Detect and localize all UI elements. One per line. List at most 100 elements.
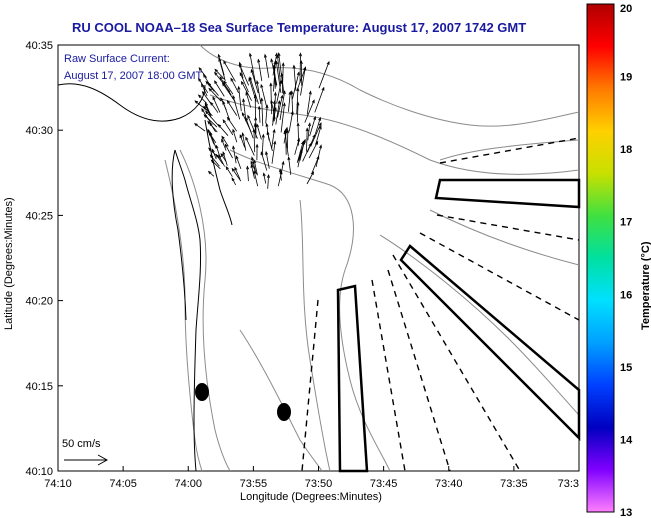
current-vector-head <box>194 100 199 104</box>
x-axis-label: Longitude (Degrees:Minutes) <box>240 491 382 503</box>
current-vector-head <box>260 83 264 88</box>
current-vector <box>209 122 216 133</box>
current-vector <box>232 146 237 164</box>
current-vector-head <box>231 167 235 172</box>
current-vector <box>256 124 262 140</box>
colorbar-tick-label: 14 <box>620 434 633 446</box>
current-vector-head <box>210 101 214 106</box>
current-vector <box>280 103 285 133</box>
current-vector <box>222 119 234 136</box>
current-vector <box>238 86 242 112</box>
current-vector <box>260 84 268 108</box>
current-vector <box>214 72 231 93</box>
current-vector <box>245 137 255 156</box>
current-vector-head <box>223 60 227 65</box>
colorbar-tick-label: 18 <box>620 144 632 156</box>
y-tick-label: 40:35 <box>25 40 53 52</box>
current-vector-head <box>253 122 257 127</box>
dashed-transects <box>301 137 580 472</box>
current-vector <box>223 80 234 95</box>
current-vector <box>235 156 242 170</box>
current-vector <box>208 171 215 177</box>
current-vector-head <box>212 96 216 101</box>
current-vector <box>239 72 249 93</box>
current-vector-head <box>262 172 266 177</box>
current-vector-head <box>281 160 285 165</box>
current-vector-head <box>296 122 300 127</box>
current-vector-head <box>211 148 215 153</box>
current-vector-head <box>210 159 215 164</box>
current-vector-head <box>290 90 294 95</box>
current-vector-head <box>280 94 284 99</box>
current-vector <box>257 59 263 82</box>
current-vector <box>194 123 206 132</box>
current-vector <box>250 161 258 175</box>
current-vector <box>272 107 277 126</box>
current-vector <box>241 112 252 133</box>
current-vector-head <box>207 128 211 133</box>
current-vector <box>214 80 225 97</box>
current-vector <box>214 69 225 80</box>
current-vector-head <box>277 52 281 57</box>
current-vector-head <box>214 71 218 76</box>
current-vector <box>211 159 221 170</box>
current-vector-head <box>247 114 251 119</box>
current-vector <box>297 149 302 168</box>
current-vector-head <box>273 91 277 96</box>
current-vector-head <box>272 64 276 69</box>
current-vector-head <box>217 123 222 128</box>
current-vector-head <box>239 134 243 139</box>
current-vector-head <box>292 64 296 69</box>
current-vector <box>253 160 258 176</box>
current-vector <box>218 58 226 81</box>
current-vector <box>267 174 269 189</box>
current-vector-head <box>279 79 283 84</box>
current-vector <box>258 106 261 123</box>
current-vector-head <box>318 116 322 121</box>
current-vector <box>270 100 276 120</box>
current-vector <box>201 83 208 97</box>
current-vector-head <box>207 170 212 175</box>
current-vector <box>247 166 249 182</box>
current-vector <box>264 54 270 78</box>
current-vector-head <box>204 110 209 115</box>
current-vector <box>251 164 255 179</box>
current-vector-head <box>252 128 256 133</box>
current-vector-head <box>205 101 208 106</box>
scale-vector-label: 50 cm/s <box>62 438 101 450</box>
current-vector-head <box>265 122 269 127</box>
current-vector-head <box>303 66 306 71</box>
x-tick-label: 73:35 <box>500 478 528 490</box>
current-vector <box>265 105 268 124</box>
current-vector <box>245 92 252 108</box>
current-vector <box>314 117 321 135</box>
current-vector <box>234 167 241 180</box>
current-vector-head <box>269 82 273 87</box>
current-vector <box>265 151 270 169</box>
current-vector <box>222 151 228 166</box>
current-vector <box>277 55 281 84</box>
station-marker-east <box>277 403 291 421</box>
current-vector-head <box>226 99 231 104</box>
colorbar-tick-label: 17 <box>620 217 632 229</box>
current-vector-head <box>222 100 226 105</box>
current-vector-head <box>231 177 235 182</box>
current-vector-head <box>310 171 314 176</box>
x-tick-label: 73:50 <box>305 478 333 490</box>
current-vector <box>308 141 319 159</box>
current-vector <box>205 102 212 116</box>
current-vector <box>212 149 217 160</box>
current-vector-head <box>232 128 236 133</box>
current-vector <box>309 116 316 137</box>
current-vector <box>227 117 238 132</box>
x-tick-label: 73:45 <box>370 478 398 490</box>
surface-current-vectors <box>193 52 330 189</box>
current-vector <box>198 94 207 104</box>
current-vector <box>299 53 301 83</box>
colorbar-tick-label: 13 <box>620 507 632 518</box>
current-vector <box>254 123 257 139</box>
current-vector-head <box>241 132 245 137</box>
current-vector-head <box>272 128 276 133</box>
current-vector-head <box>298 52 302 57</box>
x-tick-label: 74:00 <box>174 478 202 490</box>
